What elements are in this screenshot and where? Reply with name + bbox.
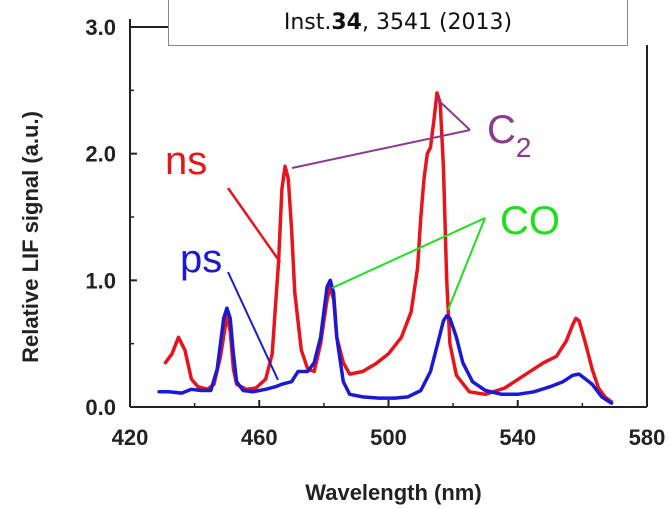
- series-line-ps: [157, 278, 614, 405]
- citation-prefix: Inst.: [283, 10, 332, 35]
- y-tick-label: 2.0: [85, 142, 116, 167]
- y-axis-title: Relative LIF signal (a.u.): [18, 111, 43, 363]
- co-leader-line: [331, 217, 486, 289]
- c2-leader-line: [435, 97, 471, 131]
- x-tick-label: 500: [370, 425, 407, 450]
- ns-leader-line: [226, 187, 282, 263]
- y-tick-label: 0.0: [85, 395, 116, 420]
- x-tick-label: 580: [629, 425, 666, 450]
- c2-leader-line: [291, 129, 471, 169]
- citation-volume: 34: [331, 10, 362, 35]
- ps-leader-line: [227, 271, 279, 381]
- annotation-c2-subscript: 2: [516, 132, 532, 163]
- annotation-co: CO: [500, 199, 560, 243]
- x-tick-label: 460: [241, 425, 278, 450]
- annotation-ns: ns: [165, 139, 207, 183]
- citation-suffix: , 3541 (2013): [362, 10, 513, 35]
- x-tick-label: 420: [112, 425, 149, 450]
- annotation-c2: C2: [487, 108, 531, 163]
- y-tick-label: 1.0: [85, 268, 116, 293]
- annotation-ps: ps: [180, 237, 222, 281]
- co-leader-line: [447, 217, 486, 311]
- x-axis-title: Wavelength (nm): [305, 480, 481, 505]
- citation-box: Inst. 34, 3541 (2013): [168, 0, 628, 46]
- y-tick-label: 3.0: [85, 15, 116, 40]
- x-tick-label: 540: [499, 425, 536, 450]
